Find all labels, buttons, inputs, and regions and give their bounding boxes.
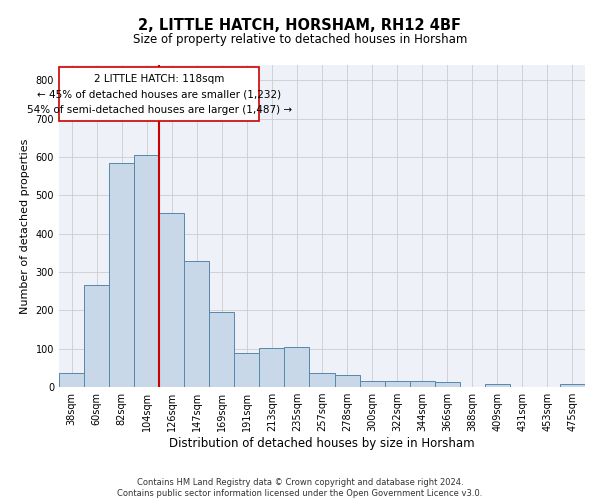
Text: Contains HM Land Registry data © Crown copyright and database right 2024.
Contai: Contains HM Land Registry data © Crown c… [118,478,482,498]
Text: 54% of semi-detached houses are larger (1,487) →: 54% of semi-detached houses are larger (… [26,105,292,115]
Bar [435,382,460,387]
Bar [59,373,84,387]
Bar [560,384,585,387]
Bar [209,312,235,387]
Bar [184,260,209,387]
Y-axis label: Number of detached properties: Number of detached properties [20,138,30,314]
Bar [410,381,435,387]
Bar [284,347,310,387]
Bar [310,373,335,387]
Bar [159,214,184,387]
Bar [359,380,385,387]
Text: ← 45% of detached houses are smaller (1,232): ← 45% of detached houses are smaller (1,… [37,90,281,100]
Text: 2, LITTLE HATCH, HORSHAM, RH12 4BF: 2, LITTLE HATCH, HORSHAM, RH12 4BF [139,18,461,32]
Bar [235,352,259,387]
Text: 2 LITTLE HATCH: 118sqm: 2 LITTLE HATCH: 118sqm [94,74,224,84]
Bar [485,384,510,387]
FancyBboxPatch shape [59,67,259,120]
Bar [385,381,410,387]
Bar [335,375,359,387]
Bar [259,348,284,387]
X-axis label: Distribution of detached houses by size in Horsham: Distribution of detached houses by size … [169,437,475,450]
Bar [84,286,109,387]
Text: Size of property relative to detached houses in Horsham: Size of property relative to detached ho… [133,32,467,46]
Bar [109,163,134,387]
Bar [134,155,159,387]
